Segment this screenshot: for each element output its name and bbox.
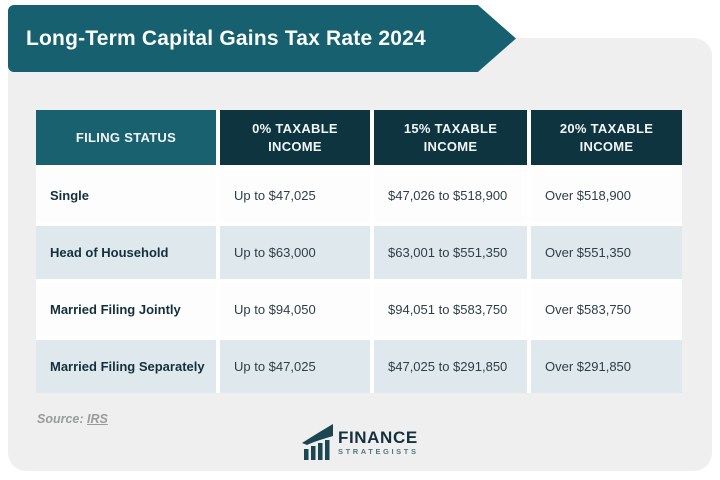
table-cell-20-percent: Over $551,350 — [531, 226, 682, 279]
logo-word-finance: FINANCE — [338, 427, 418, 447]
source-label: Source: — [37, 412, 84, 426]
logo-word-strategists: STRATEGISTS — [338, 446, 419, 456]
column-header-15-percent: 15% TAXABLE INCOME — [374, 110, 527, 165]
title-banner: Long-Term Capital Gains Tax Rate 2024 — [8, 5, 516, 72]
table-cell-15-percent: $94,051 to $583,750 — [374, 283, 527, 336]
table-cell-filing-status: Married Filing Separately — [36, 340, 216, 393]
tax-rate-table: FILING STATUS 0% TAXABLE INCOME 15% TAXA… — [36, 110, 682, 393]
table-cell-15-percent: $47,026 to $518,900 — [374, 169, 527, 222]
source-link-irs[interactable]: IRS — [87, 412, 108, 426]
logo-wordmark: FINANCE STRATEGISTS — [338, 429, 419, 456]
table-cell-0-percent: Up to $47,025 — [220, 340, 370, 393]
table-cell-15-percent: $47,025 to $291,850 — [374, 340, 527, 393]
table-cell-filing-status: Head of Household — [36, 226, 216, 279]
source-note: Source: IRS — [37, 412, 108, 426]
table-cell-20-percent: Over $583,750 — [531, 283, 682, 336]
finance-strategists-logo: FINANCE STRATEGISTS — [301, 424, 419, 460]
table-cell-0-percent: Up to $47,025 — [220, 169, 370, 222]
column-header-filing-status: FILING STATUS — [36, 110, 216, 165]
table-cell-filing-status: Single — [36, 169, 216, 222]
column-header-0-percent: 0% TAXABLE INCOME — [220, 110, 370, 165]
bar-chart-flag-icon — [302, 424, 333, 460]
page-title: Long-Term Capital Gains Tax Rate 2024 — [26, 26, 426, 50]
column-header-20-percent: 20% TAXABLE INCOME — [531, 110, 682, 165]
table-cell-0-percent: Up to $63,000 — [220, 226, 370, 279]
table-cell-filing-status: Married Filing Jointly — [36, 283, 216, 336]
table-cell-15-percent: $63,001 to $551,350 — [374, 226, 527, 279]
table-cell-20-percent: Over $518,900 — [531, 169, 682, 222]
table-cell-20-percent: Over $291,850 — [531, 340, 682, 393]
table-cell-0-percent: Up to $94,050 — [220, 283, 370, 336]
